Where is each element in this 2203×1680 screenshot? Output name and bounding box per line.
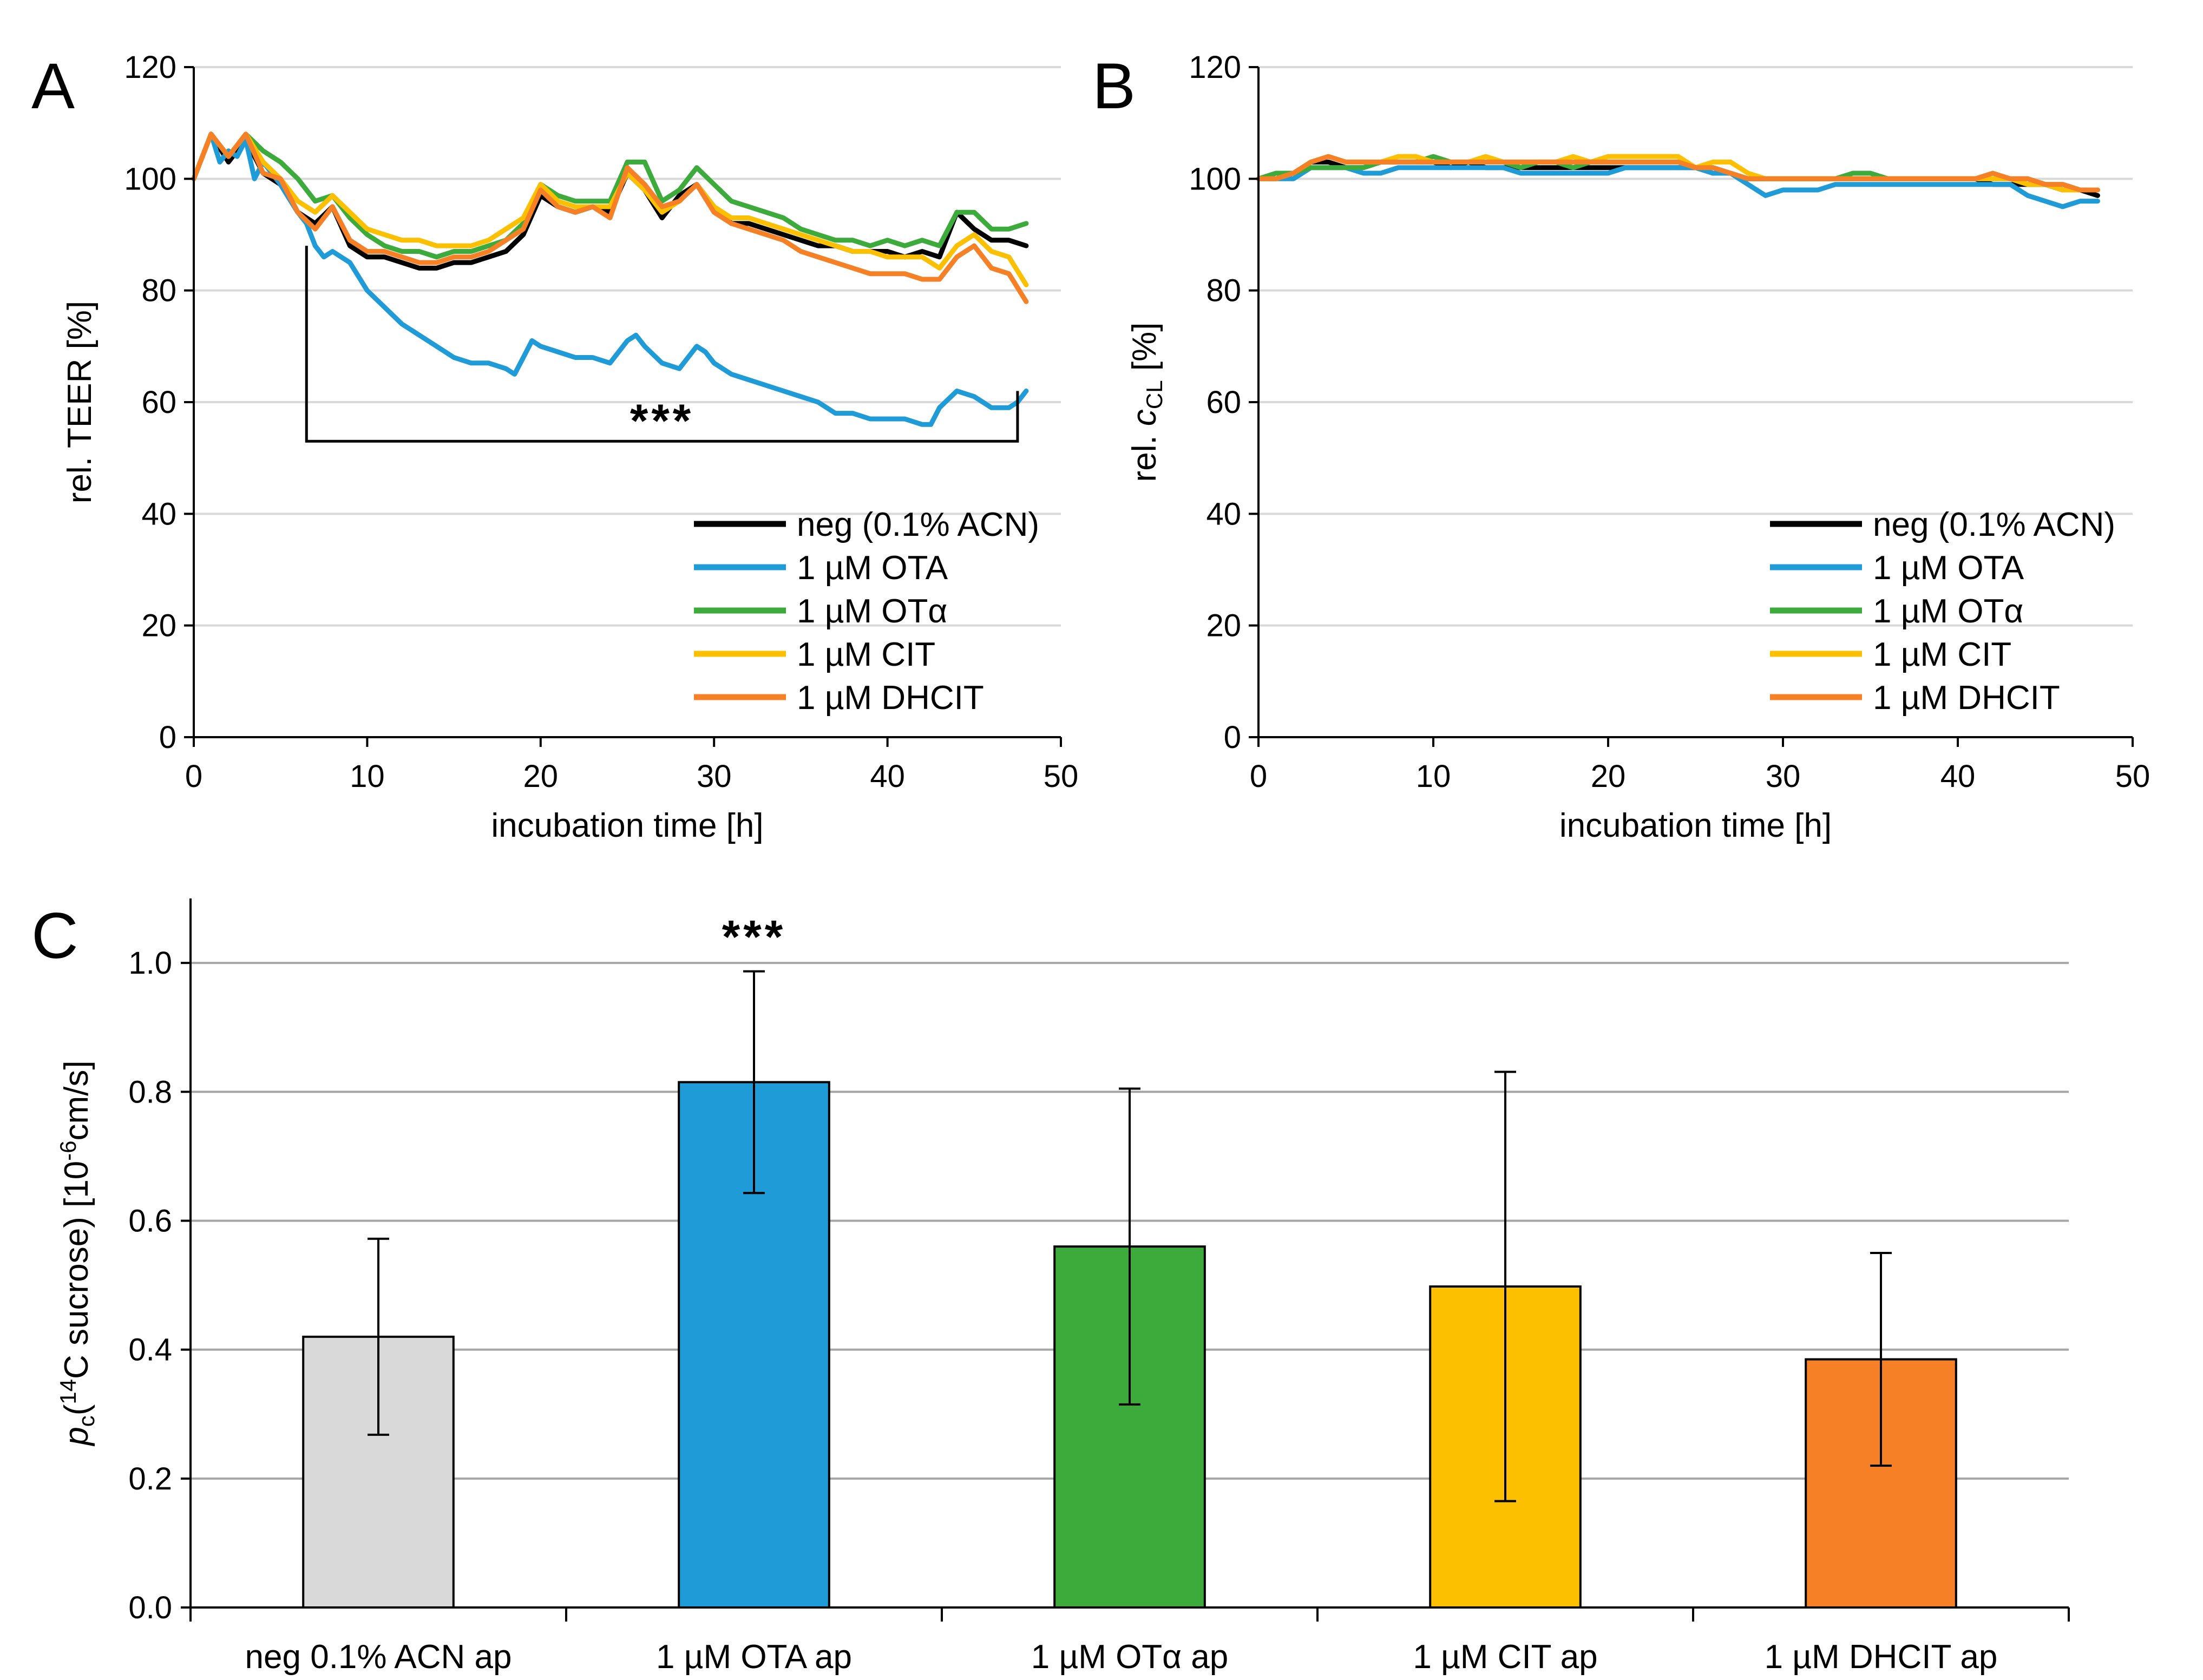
series-line-a-3 (191, 132, 1029, 287)
x-tick-label-a-0: 0 (185, 759, 202, 794)
chart-panel-a: A 0 20 40 60 80 100 120 0 10 20 30 40 50 *** incubat… (31, 50, 1078, 844)
legend-a: neg (0.1% ACN) 1 µM OTA 1 µM OTα 1 µM CIT 1 … (694, 506, 1039, 717)
chart-panel-b: B 0 20 40 60 80 100 120 0 10 20 30 40 50 incubation … (1092, 50, 2150, 844)
y-tick-label-b-20: 20 (1206, 608, 1241, 644)
category-label-3: 1 µM CIT ap (1413, 1638, 1597, 1676)
y-tick-label-b-60: 60 (1206, 385, 1241, 420)
axes-a: 0 20 40 60 80 100 120 0 10 20 30 40 50 (124, 50, 1078, 794)
legend-label-b-1: 1 µM OTA (1873, 549, 2024, 587)
legend-label-a-4: 1 µM DHCIT (797, 679, 984, 717)
panel-label-b: B (1092, 50, 1136, 122)
category-label-0: neg 0.1% ACN ap (245, 1638, 512, 1676)
y-tick-label-a-120: 120 (124, 50, 176, 85)
y-axis-label-b: rel. cCL [%] (1126, 323, 1167, 482)
x-axis-label-b: incubation time [h] (1559, 807, 1832, 844)
significance-stars-c-0: *** (722, 911, 786, 963)
legend-label-a-0: neg (0.1% ACN) (797, 506, 1039, 543)
grid-a (194, 66, 1061, 627)
category-label-2: 1 µM OTα ap (1031, 1638, 1228, 1676)
x-axis-label-a: incubation time [h] (491, 807, 763, 844)
x-tick-label-b-40: 40 (1940, 759, 1976, 794)
y-tick-label-a-100: 100 (124, 161, 176, 196)
y-tick-label-b-0: 0 (1224, 720, 1241, 755)
y-label-c-paren: ( (58, 1404, 95, 1415)
y-tick-label-a-80: 80 (141, 273, 176, 309)
y-label-c-sub: c (74, 1415, 99, 1427)
panel-label-c: C (31, 900, 78, 972)
y-tick-label-a-60: 60 (141, 385, 176, 420)
legend-label-b-4: 1 µM DHCIT (1873, 679, 2060, 717)
legend-b: neg (0.1% ACN) 1 µM OTA 1 µM OTα 1 µM CIT 1 … (1770, 506, 2115, 717)
y-axis-label-c: pc(14C sucrose) [10-6cm/s] (55, 1060, 99, 1446)
significance-stars-a: *** (630, 395, 694, 447)
x-tick-label-a-30: 30 (697, 759, 732, 794)
x-tick-label-a-40: 40 (870, 759, 905, 794)
series-line-b-1 (1256, 165, 2100, 209)
x-tick-label-a-20: 20 (523, 759, 559, 794)
category-label-4: 1 µM DHCIT ap (1765, 1638, 1998, 1676)
legend-label-b-2: 1 µM OTα (1873, 593, 2023, 630)
x-tick-label-b-20: 20 (1591, 759, 1626, 794)
bars-c: *** (302, 911, 1957, 1609)
legend-label-b-3: 1 µM CIT (1873, 636, 2011, 673)
legend-label-a-2: 1 µM OTα (797, 593, 947, 630)
y-tick-label-c-0.6: 0.6 (128, 1203, 172, 1238)
y-tick-label-a-0: 0 (159, 720, 176, 755)
y-tick-label-c-0.8: 0.8 (128, 1074, 172, 1110)
axes-b: 0 20 40 60 80 100 120 0 10 20 30 40 50 (1189, 50, 2150, 794)
y-label-b-sub: CL (1142, 380, 1167, 409)
axes-c: 0.0 0.2 0.4 0.6 0.8 1.0 neg 0.1% ACN ap 1 µM OT… (128, 898, 2070, 1676)
significance-a: *** (305, 246, 1019, 447)
y-tick-label-c-0.0: 0.0 (128, 1590, 172, 1625)
series-group-a (191, 132, 1029, 427)
y-label-b-var: c (1126, 409, 1163, 426)
y-tick-label-b-40: 40 (1206, 496, 1241, 531)
y-label-c-sup2: -6 (55, 1140, 81, 1160)
x-tick-label-a-50: 50 (1044, 759, 1079, 794)
y-axis-label-a: rel. TEER [%] (61, 301, 99, 503)
series-group-b (1256, 154, 2100, 209)
y-label-b-prefix: rel. (1126, 426, 1163, 482)
y-tick-label-b-80: 80 (1206, 273, 1241, 309)
y-label-c-sup1: 14 (55, 1379, 81, 1405)
y-tick-label-b-120: 120 (1189, 50, 1241, 85)
legend-label-a-1: 1 µM OTA (797, 549, 948, 587)
legend-label-a-3: 1 µM CIT (797, 636, 935, 673)
significance-bracket-a (305, 246, 1019, 443)
x-tick-label-b-0: 0 (1250, 759, 1267, 794)
y-label-b-suffix: [%] (1126, 323, 1163, 380)
y-tick-label-c-0.2: 0.2 (128, 1461, 172, 1497)
panel-label-a: A (31, 50, 75, 122)
x-tick-label-b-50: 50 (2115, 759, 2150, 794)
y-label-c-end: cm/s] (58, 1060, 95, 1140)
legend-label-b-0: neg (0.1% ACN) (1873, 506, 2115, 543)
x-tick-label-b-10: 10 (1416, 759, 1451, 794)
x-tick-label-a-10: 10 (350, 759, 385, 794)
chart-panel-c: C *** 0.0 0.2 0.4 0.6 0.8 1.0 neg 0.1% ACN ap 1… (31, 898, 2070, 1676)
y-tick-label-b-100: 100 (1189, 161, 1241, 196)
y-tick-label-c-1.0: 1.0 (128, 946, 172, 981)
y-tick-label-a-40: 40 (141, 496, 176, 531)
category-label-1: 1 µM OTA ap (656, 1638, 852, 1676)
y-label-c-var: p (58, 1427, 95, 1446)
y-tick-label-a-20: 20 (141, 608, 176, 644)
y-label-c-mid: C sucrose) [10 (58, 1161, 95, 1379)
series-line-b-4 (1256, 154, 2100, 193)
y-tick-label-c-0.4: 0.4 (128, 1333, 172, 1368)
x-tick-label-b-30: 30 (1766, 759, 1801, 794)
series-line-a-4 (191, 132, 1029, 304)
